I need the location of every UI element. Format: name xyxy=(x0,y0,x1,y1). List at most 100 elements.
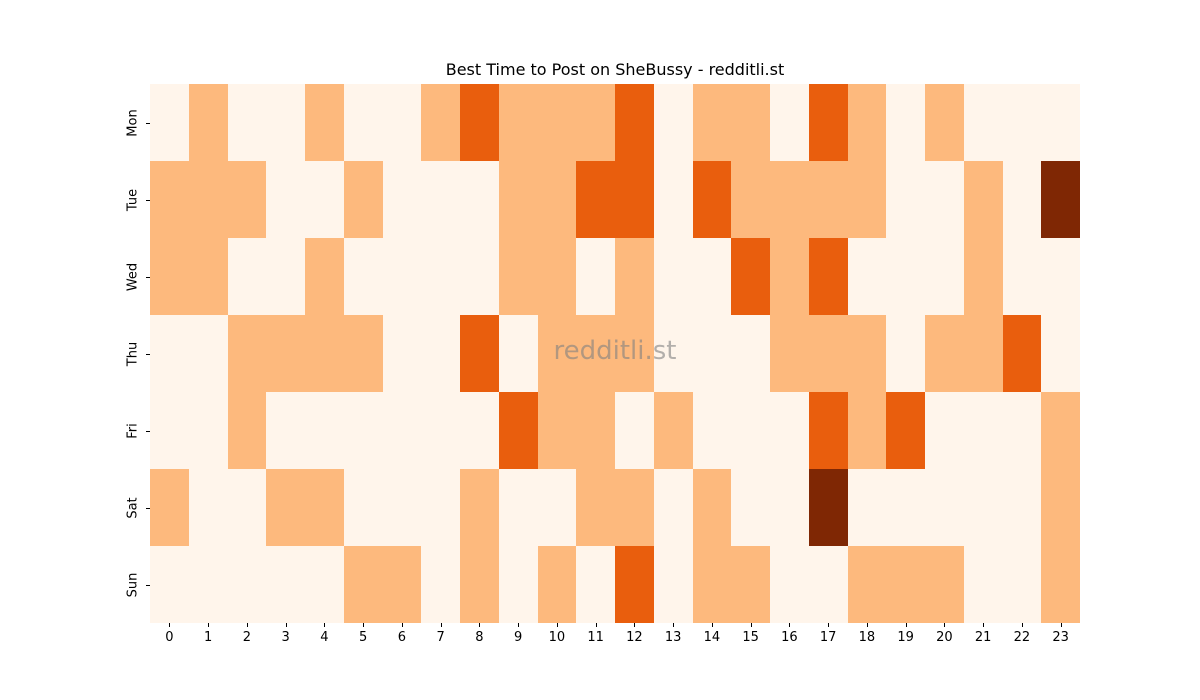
heatmap-cell xyxy=(150,469,189,546)
heatmap-cell xyxy=(460,392,499,469)
heatmap-cell xyxy=(692,161,732,238)
heatmap-cell xyxy=(227,315,267,392)
heatmap-cell xyxy=(653,315,693,392)
heatmap-cell xyxy=(537,238,577,315)
x-tick-label: 22 xyxy=(1003,623,1042,653)
heatmap-cell xyxy=(847,84,887,161)
heatmap-cell xyxy=(731,315,770,392)
x-tick-label: 19 xyxy=(886,623,925,653)
heatmap-cell xyxy=(692,469,732,546)
heatmap-cell xyxy=(498,546,538,623)
heatmap-cell xyxy=(653,546,693,623)
heatmap-cell xyxy=(537,546,577,623)
heatmap-cell xyxy=(150,546,189,623)
heatmap-cell xyxy=(653,469,693,546)
heatmap-cell xyxy=(421,469,460,546)
heatmap-cell xyxy=(498,469,538,546)
heatmap-cell xyxy=(808,84,848,161)
heatmap-cell xyxy=(498,392,538,469)
heatmap-cell xyxy=(731,84,770,161)
x-tick-label: 2 xyxy=(228,623,267,653)
heatmap-cell xyxy=(266,315,305,392)
heatmap-cell xyxy=(770,238,809,315)
heatmap-cell xyxy=(1002,161,1042,238)
heatmap-cell xyxy=(808,392,848,469)
heatmap-cell xyxy=(653,161,693,238)
heatmap-cell xyxy=(692,392,732,469)
heatmap-cell xyxy=(188,546,228,623)
heatmap-cell xyxy=(731,238,770,315)
y-tick-label: Mon xyxy=(110,84,150,161)
heatmap-cell xyxy=(421,392,460,469)
heatmap-cell xyxy=(925,392,964,469)
y-tick-label: Sat xyxy=(110,469,150,546)
heatmap-cell xyxy=(1041,315,1080,392)
x-tick-label: 6 xyxy=(383,623,422,653)
heatmap-cell xyxy=(343,84,383,161)
heatmap-cell xyxy=(421,84,460,161)
x-tick-label: 18 xyxy=(848,623,887,653)
chart-title: Best Time to Post on SheBussy - redditli… xyxy=(445,60,785,79)
x-tick-label: 13 xyxy=(654,623,693,653)
heatmap-cell xyxy=(576,546,615,623)
heatmap-cell xyxy=(343,546,383,623)
x-tick-label: 7 xyxy=(421,623,460,653)
heatmap-cell xyxy=(925,84,964,161)
heatmap-cell xyxy=(421,315,460,392)
heatmap-cell xyxy=(460,84,499,161)
heatmap-cell xyxy=(150,315,189,392)
heatmap-cell xyxy=(770,469,809,546)
heatmap-cell xyxy=(1041,546,1080,623)
heatmap-cell xyxy=(615,161,654,238)
heatmap-cell xyxy=(1041,392,1080,469)
heatmap-cell xyxy=(925,315,964,392)
heatmap-cell xyxy=(770,161,809,238)
heatmap-cell xyxy=(188,238,228,315)
heatmap-cell xyxy=(576,161,615,238)
y-tick-label: Fri xyxy=(110,392,150,469)
heatmap-cell xyxy=(537,315,577,392)
heatmap-cell xyxy=(150,238,189,315)
x-tick-label: 5 xyxy=(344,623,383,653)
x-tick-label: 17 xyxy=(809,623,848,653)
heatmap-cell xyxy=(576,469,615,546)
heatmap-cell xyxy=(615,469,654,546)
heatmap-cell xyxy=(537,392,577,469)
heatmap-cell xyxy=(343,315,383,392)
heatmap-cell xyxy=(188,84,228,161)
heatmap-cell xyxy=(343,161,383,238)
heatmap-cell xyxy=(188,161,228,238)
heatmap-cell xyxy=(963,546,1003,623)
heatmap-cell xyxy=(692,546,732,623)
heatmap-cell xyxy=(963,469,1003,546)
heatmap-cell xyxy=(925,469,964,546)
x-tick-label: 3 xyxy=(266,623,305,653)
heatmap-cell xyxy=(1041,161,1080,238)
heatmap-cell xyxy=(498,238,538,315)
heatmap-cell xyxy=(576,392,615,469)
heatmap-cell xyxy=(537,84,577,161)
heatmap-cell xyxy=(886,392,925,469)
heatmap-cell xyxy=(305,546,344,623)
heatmap-cell xyxy=(421,238,460,315)
heatmap-cell xyxy=(808,161,848,238)
heatmap-cell xyxy=(886,546,925,623)
heatmap-cell xyxy=(925,238,964,315)
heatmap-cell xyxy=(615,315,654,392)
x-axis: 0 1 2 3 4 5 6 7 8 9 10 11 12 13 14 15 16 17 18 19 20 21 22 23 xyxy=(150,623,1080,653)
heatmap-cell xyxy=(576,315,615,392)
x-tick-label: 14 xyxy=(693,623,732,653)
heatmap-cell xyxy=(731,546,770,623)
y-tick-label: Thu xyxy=(110,315,150,392)
heatmap-cell xyxy=(847,238,887,315)
heatmap-cell xyxy=(460,469,499,546)
heatmap-cell xyxy=(266,392,305,469)
heatmap-cell xyxy=(1041,238,1080,315)
heatmap-cell xyxy=(343,238,383,315)
heatmap-cell xyxy=(305,392,344,469)
heatmap-cell xyxy=(731,161,770,238)
heatmap-cell xyxy=(266,238,305,315)
heatmap-cell xyxy=(886,315,925,392)
heatmap-cell xyxy=(382,546,422,623)
y-tick-label: Sun xyxy=(110,546,150,623)
